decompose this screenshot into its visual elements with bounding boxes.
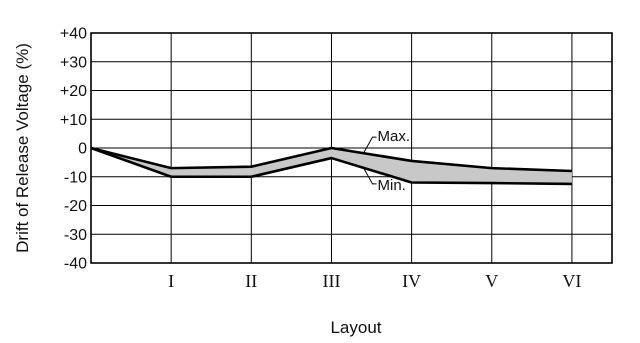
min-leader-line xyxy=(363,167,377,185)
x-axis-label: Layout xyxy=(330,318,381,337)
plot-area xyxy=(90,32,613,264)
y-tick-label: -20 xyxy=(64,198,87,215)
y-tick-label: +20 xyxy=(60,83,87,100)
y-tick-label: -10 xyxy=(64,169,87,186)
y-tick-label: -30 xyxy=(64,227,87,244)
y-tick-label: +40 xyxy=(60,26,87,43)
x-tick-label: I xyxy=(168,271,174,291)
x-ticks: I II III IV V VI xyxy=(168,271,581,291)
x-tick-label: VI xyxy=(562,271,581,291)
x-tick-label: III xyxy=(322,271,340,291)
max-leader-line xyxy=(363,136,377,154)
y-tick-label: +10 xyxy=(60,112,87,129)
y-ticks: +40 +30 +20 +10 0 -10 -20 -30 -40 xyxy=(60,26,87,273)
y-tick-label: -40 xyxy=(64,256,87,273)
y-axis-label: Drift of Release Voltage (%) xyxy=(13,43,32,253)
min-annotation: Min. xyxy=(378,177,406,194)
x-tick-label: IV xyxy=(402,271,421,291)
x-tick-label: V xyxy=(485,271,498,291)
range-band xyxy=(91,148,572,184)
y-tick-label: +30 xyxy=(60,54,87,71)
plot-frame xyxy=(90,32,613,264)
x-tick-label: II xyxy=(245,271,257,291)
max-annotation: Max. xyxy=(378,128,411,145)
series-line-max xyxy=(90,146,572,173)
annotations: Max. Min. xyxy=(363,128,411,194)
series-lines xyxy=(90,146,572,186)
max-min-band xyxy=(91,148,572,184)
series-line-min xyxy=(90,146,572,186)
grid xyxy=(91,32,612,264)
y-tick-label: 0 xyxy=(78,141,87,158)
